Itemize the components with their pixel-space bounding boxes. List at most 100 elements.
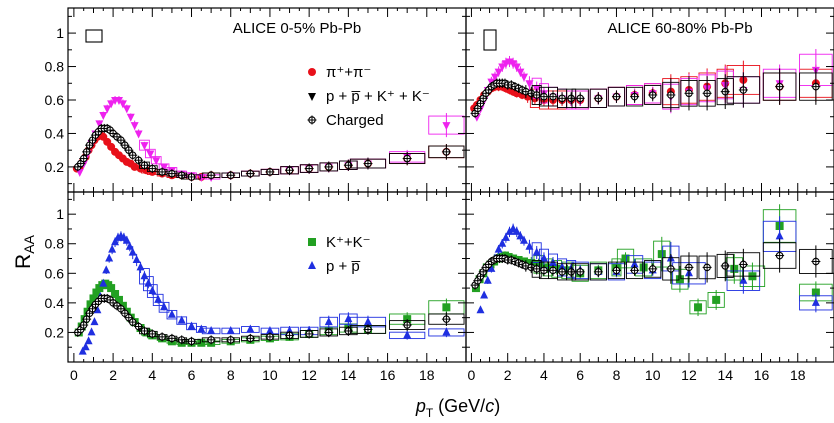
data-point-proton [512,226,521,235]
data-point-proton [516,231,525,240]
data-point-charged [441,314,451,324]
data-point-proton-kaon [512,63,521,72]
panel-bottom-left: 0.20.40.60.810 2 4 6 8 10 12 14 16 18K⁺+K⁻p + p̅ [45,191,467,383]
legend-marker-charged [307,115,317,125]
data-point-proton [476,305,485,314]
data-point-charged [611,92,621,102]
data-point-charged [548,265,558,275]
data-point-charged [324,162,334,172]
data-point-charged [245,333,255,343]
y-ticks [68,15,466,185]
data-point-proton [105,253,114,262]
legend-label-proton: p + p̅ [326,258,361,275]
data-point-charged [187,336,197,346]
data-point-charged [304,329,314,339]
data-point-proton-kaon [152,157,161,166]
x-tick-label: 4 [148,367,156,383]
data-point-proton [207,325,216,334]
syst-box-charged [607,261,626,280]
series-proton [476,216,833,314]
data-point-proton-kaon [160,163,169,172]
data-point-proton [128,247,137,256]
syst-box-charged [589,263,607,281]
x-axis-label-unit-c: c [485,396,494,416]
legend-marker-pk [308,93,316,101]
y-tick-label: 0.4 [45,125,65,141]
syst-box-charged [566,88,577,108]
data-point-kaon [639,263,648,272]
data-point-charged [684,88,694,98]
legend-label-pk: p + p̅ + K⁺ + K⁻ [326,88,430,105]
data-point-charged [666,90,676,100]
syst-box-charged [566,263,577,281]
data-point-charged [630,92,640,102]
x-tick-label: 16 [380,367,396,383]
data-point-proton-kaon [99,112,108,121]
x-axis-label: pT (GeV/c) [415,396,500,420]
data-point-kaon [694,303,703,312]
data-point-proton [187,321,196,330]
data-point-kaon [442,303,451,312]
y-axis-label-main: R [12,254,35,269]
data-point-proton-kaon [126,113,135,122]
data-point-proton [148,286,157,295]
x-tick-label: 16 [754,367,770,383]
x-tick-label: 18 [419,367,435,383]
data-point-proton-kaon [494,68,503,77]
data-point-proton [532,247,541,256]
data-point-charged [575,93,585,103]
data-point-kaon [86,300,95,309]
markers-layer [73,231,465,355]
data-point-proton [154,294,163,303]
data-point-proton [84,336,93,345]
data-point-proton [87,327,96,336]
syst-box-charged [625,261,644,280]
data-point-charged [147,329,157,339]
data-point-charged [811,256,821,266]
plot-area [470,49,833,122]
data-point-charged [265,332,275,342]
data-point-proton-kaon [140,142,149,151]
data-point-charged [532,90,542,100]
data-point-proton-kaon [197,173,206,182]
data-point-charged [304,164,314,174]
data-point-charged [648,90,658,100]
data-point-charged [775,251,785,261]
data-point-proton [509,223,518,232]
data-point-charged [611,265,621,275]
data-point-charged [441,147,451,157]
data-point-proton [160,302,169,311]
y-tick-label: 0.8 [45,59,65,75]
y-tick-label: 0.2 [45,159,65,175]
data-point-proton [520,235,529,244]
data-point-proton [140,271,149,280]
data-point-proton-kaon [114,97,123,105]
x-tick-label: 0 [468,367,476,383]
x-tick-label: 10 [262,367,278,383]
data-point-proton [125,241,134,250]
data-point-proton [811,297,820,306]
x-tick-label: 2 [109,367,117,383]
data-point-charged [402,320,412,330]
data-point-charged [157,167,167,177]
data-point-kaon [92,288,101,297]
data-point-proton-kaon [103,105,112,114]
data-point-charged [557,267,567,277]
data-point-charged [363,324,373,334]
legend-label-kaon: K⁺+K⁻ [326,234,371,251]
normalization-box [85,29,103,43]
syst-box-proton [146,284,158,298]
data-point-charged [82,314,92,324]
legend-marker-pion [308,68,316,76]
data-point-charged [532,264,542,274]
data-point-charged [630,265,640,275]
panel-title: ALICE 0-5% Pb-Pb [233,20,361,37]
data-point-proton [246,324,255,333]
y-ticks [68,198,466,348]
y-ticks [466,198,834,348]
data-point-proton [505,226,514,235]
data-point-proton [108,244,117,253]
data-point-kaon [621,254,630,263]
data-point-proton [494,244,503,253]
